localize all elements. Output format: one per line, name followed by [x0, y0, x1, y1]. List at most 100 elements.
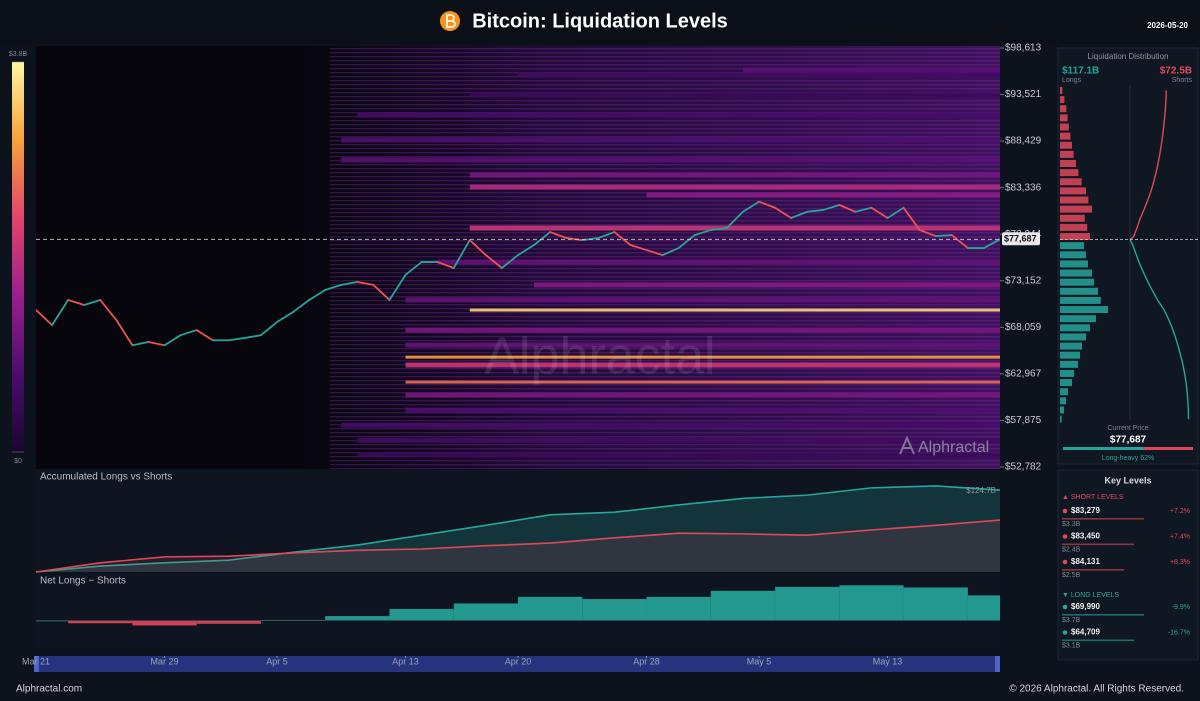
series-line [35, 485, 1001, 573]
level-size: $3.3B [1062, 521, 1081, 528]
distribution-bar [1060, 178, 1082, 186]
longs-total: $117.1B [1062, 66, 1099, 77]
price-segment [870, 206, 889, 219]
distribution-bar [1060, 123, 1069, 131]
price-segment [565, 237, 584, 242]
heatmap-band [405, 407, 1000, 413]
heatmap-band [405, 362, 1000, 368]
price-segment [36, 309, 53, 327]
series-area [36, 485, 1000, 572]
price-segment [484, 254, 503, 269]
price-segment [276, 311, 294, 323]
distribution-title: Liquidation Distribution [1088, 52, 1169, 61]
level-size: $3.1B [1062, 642, 1081, 649]
distribution-bar [1060, 150, 1074, 158]
short-levels-title: ▲ SHORT LEVELS [1062, 494, 1124, 501]
distribution-bar [1060, 132, 1071, 140]
watermark: Alphractal [484, 328, 715, 386]
price-segment [677, 234, 696, 249]
level-size: $2.5B [1062, 572, 1081, 579]
distribution-bar [1060, 223, 1088, 231]
navigator-handle[interactable] [995, 656, 1000, 672]
price-segment [533, 231, 552, 246]
price-segment [806, 209, 825, 213]
price-segment [822, 204, 841, 211]
level-price: $64,709 [1071, 628, 1100, 637]
bitcoin-glyph [446, 14, 456, 28]
navigator[interactable] [34, 656, 1000, 672]
heatmap-texture [330, 46, 1000, 469]
heatmap-band [469, 225, 1000, 231]
long-levels-title: ▼ LONG LEVELS [1062, 592, 1119, 599]
x-tick-label: May 13 [873, 656, 903, 666]
panel-title: Net Longs − Shorts [40, 576, 126, 587]
balance-label: Long-heavy 62% [1102, 455, 1155, 462]
price-segment [629, 244, 648, 251]
distribution-bar [1060, 114, 1068, 122]
distribution-bar [1060, 351, 1080, 359]
price-segment [195, 329, 214, 342]
navigator-handle[interactable] [34, 656, 39, 672]
balance-short [1143, 447, 1193, 450]
price-segment [501, 254, 519, 269]
price-segment [468, 239, 487, 257]
distribution-bar [1060, 214, 1085, 222]
heatmap-band [357, 452, 1000, 458]
level-price: $83,279 [1071, 506, 1100, 515]
level-dot [1062, 508, 1068, 514]
price-segment [693, 229, 712, 236]
date: 2026-05-20 [1147, 21, 1188, 30]
price-segment [934, 234, 953, 237]
distribution-bar [1060, 360, 1078, 368]
price-segment [742, 200, 760, 213]
distribution-bar [1060, 342, 1082, 350]
colorbar-label: $0 [14, 458, 22, 465]
y-tick-label: $73,152 [1005, 275, 1042, 286]
current-price: $77,687 [1110, 435, 1147, 446]
shorts-label: Shorts [1172, 77, 1193, 84]
net-step [582, 599, 647, 621]
key-levels-title: Key Levels [1104, 475, 1151, 485]
heatmap-band [357, 437, 1000, 443]
header-bar [0, 0, 1200, 44]
price-segment [854, 206, 873, 213]
x-tick-label: Apr 13 [392, 656, 419, 666]
heatmap-band [405, 327, 1000, 333]
distribution-bar [1060, 269, 1092, 277]
distribution-bar [1060, 296, 1101, 304]
heatmap-band [742, 67, 1000, 73]
price-segment [292, 299, 311, 313]
level-change: +7.4% [1170, 533, 1190, 540]
price-segment [356, 281, 375, 286]
level-change: +8.3% [1170, 559, 1190, 566]
distribution-bar [1060, 315, 1096, 323]
distribution-bar [1060, 105, 1067, 113]
price-segment [886, 206, 905, 219]
balance-long [1063, 447, 1144, 450]
net-step [967, 595, 1000, 621]
distribution-bar [1060, 388, 1068, 396]
distribution-bar [1060, 86, 1063, 94]
net-step [36, 620, 69, 622]
price-segment [324, 284, 343, 291]
price-segment [227, 337, 246, 342]
colorbar-label: $3.8B [9, 51, 28, 58]
panel-title: Accumulated Longs vs Shorts [40, 472, 172, 483]
price-segment [661, 247, 680, 257]
x-tick-label: Apr 20 [505, 656, 532, 666]
y-tick-label: $62,967 [1005, 369, 1042, 380]
level-change: +7.2% [1170, 508, 1190, 515]
price-segment [115, 319, 134, 347]
net-step [775, 586, 840, 621]
annotation: $124.7B [966, 486, 996, 495]
price-segment [51, 299, 70, 327]
level-price: $83,450 [1071, 532, 1100, 541]
distribution-bar [1060, 233, 1090, 241]
level-dot [1062, 604, 1068, 610]
price-segment [147, 341, 166, 347]
y-tick-label: $88,429 [1005, 136, 1042, 147]
price-segment [388, 273, 407, 301]
series-line [35, 519, 1001, 573]
price-segment [549, 231, 568, 239]
level-bar [1062, 518, 1144, 520]
